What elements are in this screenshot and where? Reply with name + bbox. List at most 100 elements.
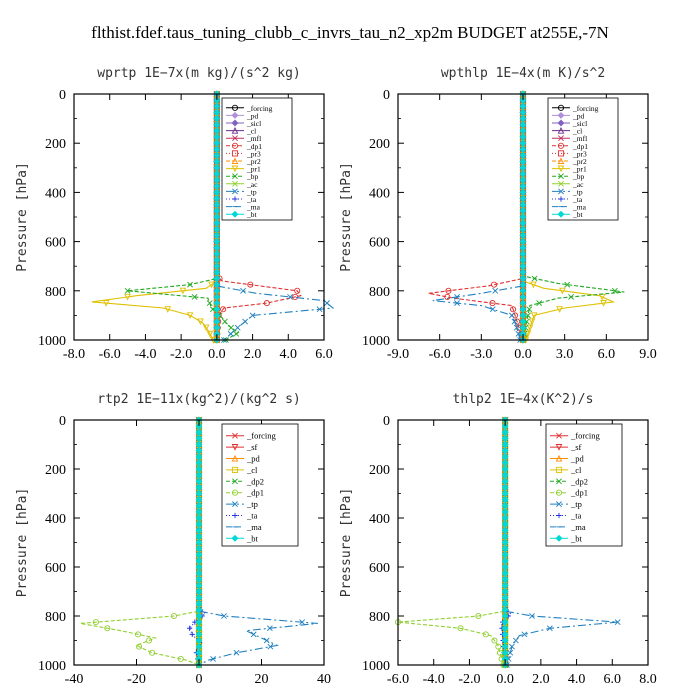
y-tick-label: 400 bbox=[45, 512, 66, 527]
series-dp1 bbox=[80, 416, 203, 669]
data-point bbox=[208, 281, 215, 289]
legend-label: _ma bbox=[246, 522, 262, 532]
legend-marker bbox=[231, 119, 239, 127]
x-tick-label: -8.0 bbox=[63, 347, 85, 362]
legend-label: _tp bbox=[246, 499, 258, 509]
legend-entry: _pr3 bbox=[226, 149, 261, 158]
legend-entry: _sicl bbox=[552, 119, 587, 128]
legend-marker bbox=[558, 173, 564, 180]
data-point bbox=[189, 631, 195, 637]
legend-entry: _bp bbox=[552, 172, 585, 181]
legend-entry: _ma bbox=[552, 203, 587, 212]
data-point bbox=[287, 294, 293, 300]
data-point bbox=[445, 287, 452, 294]
y-axis-label: Pressure [hPa] bbox=[339, 488, 354, 598]
legend-entry: _ta bbox=[550, 511, 582, 521]
legend-marker bbox=[557, 157, 565, 165]
legend-entry: _pr2 bbox=[552, 157, 587, 166]
panel-title: rtp2 1E−11x(kg^2)/(kg^2 s) bbox=[97, 392, 301, 407]
legend-entry: _mfl bbox=[552, 134, 587, 143]
data-point bbox=[220, 306, 227, 313]
data-point bbox=[240, 287, 246, 294]
y-tick-label: 200 bbox=[45, 137, 66, 152]
legend-entry: _ma bbox=[226, 203, 261, 212]
data-point bbox=[531, 275, 538, 282]
legend-entry: _bp bbox=[226, 172, 259, 181]
legend-entry: _bt bbox=[550, 533, 583, 543]
data-point bbox=[507, 649, 514, 656]
legend-label: _ac bbox=[246, 180, 258, 189]
panels-container: wprtp 1E−7x(m kg)/(s^2 kg) Pressure [hPa]… bbox=[15, 66, 657, 687]
legend-marker bbox=[231, 165, 239, 173]
x-tick-label: -20 bbox=[127, 672, 146, 687]
data-point bbox=[454, 300, 460, 307]
legend-marker bbox=[557, 126, 565, 134]
legend-label: _bt bbox=[246, 210, 258, 219]
data-point bbox=[482, 631, 489, 638]
data-point bbox=[102, 300, 110, 307]
legend: _forcing_pd_sicl_cl_mfl_dp1_pr3_pr2_pr1_… bbox=[547, 97, 619, 221]
x-tick-label: -40 bbox=[65, 672, 84, 687]
data-point bbox=[170, 612, 178, 620]
data-point bbox=[187, 625, 193, 631]
x-tick-label: 6.0 bbox=[604, 672, 622, 687]
legend-box bbox=[221, 97, 293, 221]
legend-label: _bt bbox=[570, 533, 583, 543]
chart-panel-1: wprtp 1E−7x(m kg)/(s^2 kg) Pressure [hPa]… bbox=[15, 66, 335, 362]
legend-label: _pd bbox=[570, 454, 585, 464]
legend-label: _dp2 bbox=[570, 476, 588, 486]
data-point bbox=[564, 281, 571, 288]
data-point bbox=[221, 613, 227, 619]
data-point bbox=[521, 631, 528, 638]
data-point bbox=[249, 312, 256, 319]
series-line bbox=[504, 420, 618, 666]
y-axis-label: Pressure [hPa] bbox=[339, 162, 354, 272]
x-tick-label: -6.0 bbox=[429, 347, 451, 362]
y-tick-label: 600 bbox=[369, 561, 390, 576]
y-tick-label: 800 bbox=[369, 610, 390, 625]
legend-label: _sf bbox=[246, 442, 258, 452]
legend-entry: _cl bbox=[552, 127, 582, 136]
data-point bbox=[512, 637, 519, 644]
series-line bbox=[428, 94, 524, 341]
legend-entry: _pd bbox=[552, 111, 585, 120]
legend-label: _pd bbox=[246, 111, 259, 120]
legend-entry: _pd bbox=[226, 111, 259, 120]
x-tick-label: 2.0 bbox=[244, 347, 262, 362]
data-point bbox=[221, 318, 228, 325]
legend-entry: _ac bbox=[552, 180, 584, 189]
y-tick-label: 0 bbox=[59, 88, 66, 103]
legend: _forcing_sf _pd_cl_dp2 _dp1_tp _ta_ma_bt bbox=[545, 423, 623, 547]
legend-marker bbox=[558, 196, 564, 202]
data-point bbox=[202, 324, 210, 332]
data-point bbox=[197, 318, 204, 326]
legend-entry: _forcing bbox=[226, 104, 273, 113]
data-point bbox=[509, 643, 515, 650]
legend-marker bbox=[557, 142, 565, 149]
y-tick-label: 1000 bbox=[362, 659, 390, 674]
y-tick-label: 600 bbox=[45, 236, 66, 251]
data-point bbox=[536, 300, 543, 307]
y-tick-label: 200 bbox=[369, 137, 390, 152]
legend-marker bbox=[232, 188, 238, 195]
data-point bbox=[511, 318, 518, 325]
legend-box bbox=[547, 97, 619, 221]
data-point bbox=[227, 330, 234, 337]
y-tick-label: 800 bbox=[45, 285, 66, 300]
legend-entry: _sicl bbox=[226, 119, 261, 128]
x-tick-label: -4.0 bbox=[134, 347, 156, 362]
legend-marker bbox=[555, 444, 563, 451]
data-point bbox=[546, 625, 553, 632]
legend-label: _pr3 bbox=[572, 149, 587, 158]
legend-label: _dp1 bbox=[246, 488, 264, 498]
data-point bbox=[526, 306, 533, 313]
legend-label: _tp bbox=[246, 187, 257, 196]
legend-marker bbox=[232, 478, 238, 485]
legend-entry: _pd bbox=[550, 454, 585, 464]
chart-panel-4: thlp2 1E−4x(K^2)/s Pressure [hPa] 0 200 400 6… bbox=[339, 392, 657, 687]
legend-marker bbox=[555, 466, 563, 473]
panel-title: thlp2 1E−4x(K^2)/s bbox=[453, 392, 594, 407]
legend-label: _ma bbox=[572, 203, 587, 212]
data-point bbox=[491, 637, 498, 644]
legend-marker bbox=[231, 104, 239, 111]
